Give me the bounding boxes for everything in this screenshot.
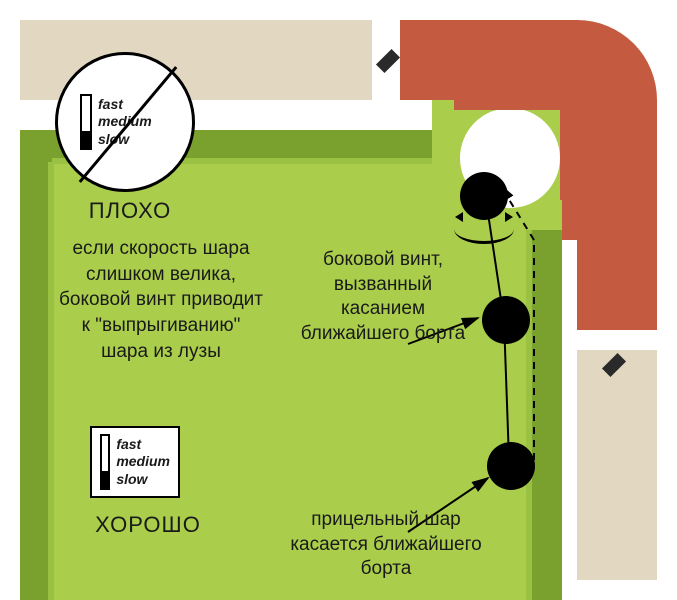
rail-right-lower	[577, 350, 657, 580]
rail-gap-right	[577, 330, 657, 350]
annotation-target: прицельный шар касается ближайшего борта	[286, 508, 486, 582]
annotation-spin: боковой винт, вызванный касанием ближайш…	[298, 248, 468, 347]
diagram-root: fast medium slow ПЛОХО если скорость шар…	[0, 0, 677, 600]
object-ball-mid	[482, 296, 530, 344]
object-ball-pocket	[460, 172, 508, 220]
speed-indicator-bad: fast medium slow	[55, 52, 195, 192]
label-good-title: ХОРОШО	[78, 512, 218, 538]
speed-bar-icon	[100, 434, 110, 490]
cushion-trim-right	[526, 228, 532, 600]
label-bad-title: ПЛОХО	[70, 198, 190, 224]
pocket-mask	[560, 60, 600, 200]
speed-label-slow: slow	[98, 131, 152, 149]
spin-arc-icon	[454, 214, 514, 244]
label-bad-paragraph: если скорость шара слишком велика, боков…	[56, 236, 266, 364]
speed-label-slow: slow	[116, 471, 170, 489]
cushion-trim-left	[48, 162, 54, 600]
speed-bar-icon	[80, 94, 92, 150]
speed-indicator-good: fast medium slow	[90, 426, 180, 498]
object-ball-impact	[487, 442, 535, 490]
speed-label-fast: fast	[116, 436, 170, 454]
cushion-right	[530, 228, 562, 600]
speed-label-medium: medium	[116, 453, 170, 471]
